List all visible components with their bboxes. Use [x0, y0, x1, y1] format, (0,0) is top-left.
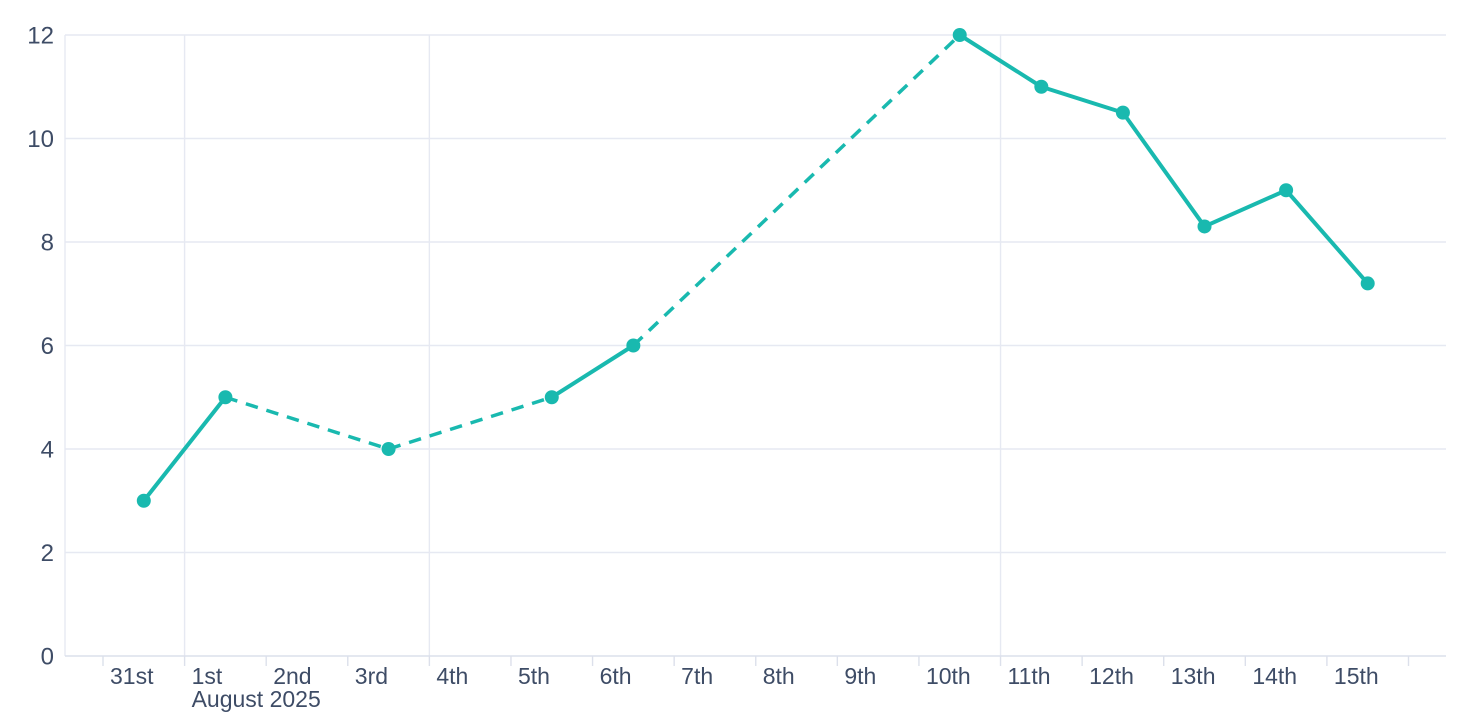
- y-axis-label: 10: [27, 126, 54, 153]
- x-axis-label-15th: 15th: [1334, 663, 1379, 689]
- data-point-10th[interactable]: [952, 28, 967, 42]
- data-point-1st[interactable]: [218, 390, 233, 405]
- y-axis-label: 2: [41, 540, 54, 567]
- x-axis-label-31st: 31st: [110, 663, 154, 689]
- x-axis-label-4th: 4th: [436, 663, 468, 689]
- line-segment-solid: [1284, 188, 1370, 286]
- line-segment-dashed: [632, 33, 961, 347]
- y-axis-label: 4: [41, 437, 54, 464]
- y-axis-label: 12: [27, 23, 54, 50]
- data-point-11th[interactable]: [1034, 79, 1049, 94]
- x-axis-label-3rd: 3rd: [355, 663, 388, 689]
- line-segment-solid: [1039, 84, 1125, 115]
- data-point-14th[interactable]: [1279, 183, 1294, 198]
- line-segment-dashed: [224, 395, 390, 451]
- line-segment-dashed: [388, 395, 553, 451]
- y-axis-label: 6: [41, 333, 54, 360]
- x-axis-label-12th: 12th: [1089, 663, 1134, 689]
- line-segment-solid: [549, 343, 636, 400]
- x-axis-month-label: August 2025: [192, 686, 321, 712]
- data-point-5th[interactable]: [544, 390, 559, 405]
- line-segment-solid: [1202, 188, 1289, 229]
- data-point-31st[interactable]: [136, 493, 151, 508]
- line-segment-solid: [1120, 110, 1207, 229]
- data-point-12th[interactable]: [1115, 105, 1130, 120]
- x-axis-label-13th: 13th: [1171, 663, 1216, 689]
- x-axis-label-1st: 1st: [192, 663, 223, 689]
- data-point-3rd[interactable]: [381, 442, 396, 456]
- line-segment-solid: [957, 33, 1044, 89]
- line-segment-solid: [141, 395, 228, 503]
- x-axis-label-14th: 14th: [1252, 663, 1297, 689]
- x-axis-label-2nd: 2nd: [273, 663, 311, 689]
- x-axis-label-9th: 9th: [844, 663, 876, 689]
- x-axis-label-5th: 5th: [518, 663, 550, 689]
- y-axis-label: 0: [41, 644, 54, 671]
- x-axis-label-7th: 7th: [681, 663, 713, 689]
- x-axis-label-8th: 8th: [763, 663, 795, 689]
- x-axis-label-11th: 11th: [1008, 663, 1051, 689]
- data-point-13th[interactable]: [1197, 219, 1212, 234]
- x-axis-label-10th: 10th: [926, 663, 971, 689]
- data-point-6th[interactable]: [626, 338, 641, 353]
- y-axis-label: 8: [41, 230, 54, 257]
- x-axis-label-6th: 6th: [600, 663, 632, 689]
- data-point-15th[interactable]: [1360, 276, 1375, 291]
